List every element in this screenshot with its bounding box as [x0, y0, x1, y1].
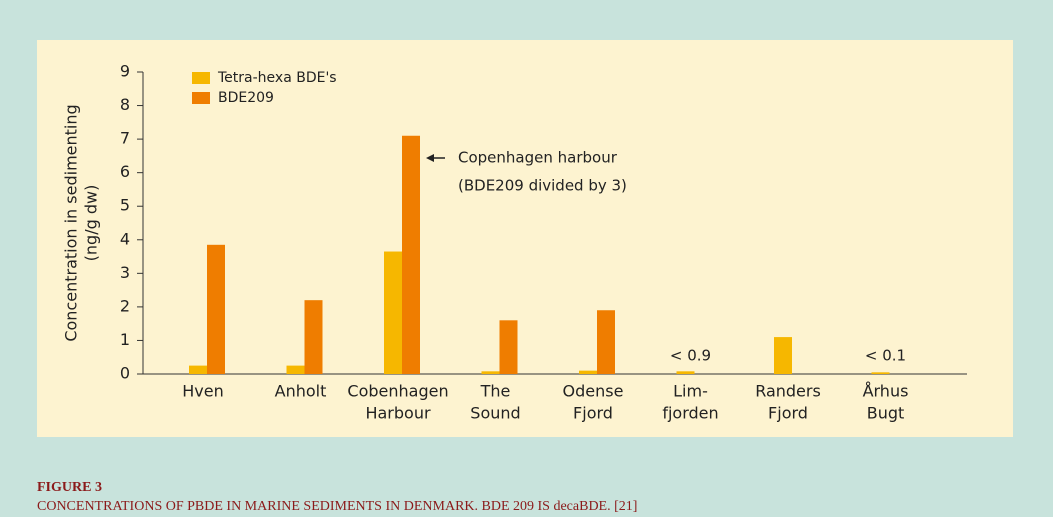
annotation: < 0.1	[865, 347, 906, 365]
y-tick-label: 2	[120, 296, 130, 315]
x-tick-label: Sound	[470, 404, 520, 423]
legend-label: BDE209	[218, 90, 274, 106]
callout-text: (BDE209 divided by 3)	[458, 177, 627, 195]
bar	[774, 337, 792, 374]
x-tick-label: Randers	[755, 382, 821, 401]
y-tick-label: 7	[120, 129, 130, 148]
x-tick-label: Odense	[563, 382, 624, 401]
x-tick-label: Cobenhagen	[347, 382, 448, 401]
bar	[207, 244, 225, 374]
chart-panel	[37, 40, 1013, 437]
y-tick-label: 6	[120, 162, 130, 181]
x-tick-label: Fjord	[573, 404, 613, 423]
x-tick-label: Lim-	[673, 382, 708, 401]
y-tick-label: 4	[120, 229, 130, 248]
bar	[384, 251, 402, 374]
figure-caption: CONCENTRATIONS OF PBDE IN MARINE SEDIMEN…	[37, 499, 637, 514]
callout-text: Copenhagen harbour	[458, 149, 618, 167]
y-axis-label: (ng/g dw)	[82, 185, 101, 262]
legend-swatch	[192, 92, 210, 104]
callout-arrowhead	[426, 154, 434, 162]
x-tick-label: Århus	[863, 382, 909, 401]
bar	[499, 320, 518, 374]
y-axis-label: Concentration in sedimenting	[62, 104, 81, 341]
x-tick-label: Hven	[182, 382, 223, 401]
x-tick-label: fjorden	[662, 404, 718, 423]
bar	[579, 370, 597, 374]
bar	[189, 365, 207, 374]
bar	[676, 371, 695, 374]
y-tick-label: 0	[120, 364, 130, 383]
y-tick-label: 5	[120, 196, 130, 215]
bar	[597, 310, 615, 374]
bar	[304, 300, 323, 374]
bar	[286, 365, 305, 374]
annotation: < 0.9	[670, 347, 711, 365]
x-tick-label: The	[480, 382, 511, 401]
x-tick-label: Bugt	[867, 404, 905, 423]
legend-label: Tetra-hexa BDE's	[217, 70, 337, 86]
y-tick-label: 8	[120, 95, 130, 114]
x-tick-label: Anholt	[275, 382, 327, 401]
legend-swatch	[192, 72, 210, 84]
bar	[402, 135, 420, 374]
y-tick-label: 3	[120, 263, 130, 282]
x-tick-label: Fjord	[768, 404, 808, 423]
y-tick-label: 9	[120, 62, 130, 81]
figure-label: FIGURE 3	[37, 480, 102, 495]
bar	[871, 372, 890, 374]
y-tick-label: 1	[120, 330, 130, 349]
x-tick-label: Harbour	[365, 404, 431, 423]
bar	[481, 371, 500, 374]
